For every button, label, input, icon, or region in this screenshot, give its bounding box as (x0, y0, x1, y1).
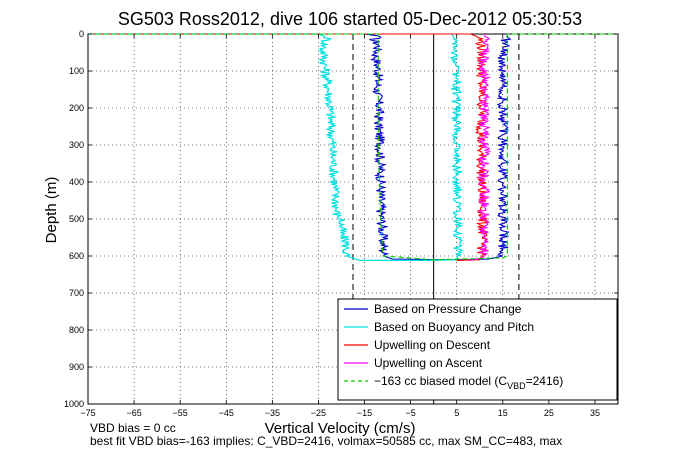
x-axis-label: Vertical Velocity (cm/s) (265, 420, 416, 437)
x-tick-label: −15 (357, 408, 372, 418)
y-tick-label: 0 (79, 29, 84, 39)
y-tick-label: 300 (69, 140, 84, 150)
y-tick-label: 400 (69, 177, 84, 187)
x-tick-label: −45 (219, 408, 234, 418)
y-tick-label: 800 (69, 325, 84, 335)
y-tick-label: 900 (69, 362, 84, 372)
series-line-5 (88, 33, 618, 261)
legend: Based on Pressure Change Based on Buoyanc… (337, 298, 618, 401)
legend-box (337, 298, 618, 401)
series-line-3 (88, 33, 489, 261)
legend-label-1: Based on Pressure Change (374, 302, 522, 316)
x-tick-label: −75 (80, 408, 95, 418)
y-tick-label: 500 (69, 214, 84, 224)
footer-line-2: best fit VBD bias=-163 implies: C_VBD=24… (90, 434, 562, 448)
x-tick-label: 15 (498, 408, 508, 418)
x-tick-label: −35 (265, 408, 280, 418)
legend-label-subscript: VBD (507, 381, 526, 391)
x-tick-label: 5 (454, 408, 459, 418)
x-tick-label: 35 (590, 408, 600, 418)
series-line-4 (470, 33, 492, 261)
y-tick-label: 100 (69, 66, 84, 76)
x-tick-label: −25 (311, 408, 326, 418)
y-tick-label: 600 (69, 251, 84, 261)
legend-label-2: Based on Buoyancy and Pitch (374, 320, 534, 334)
legend-label-3: Upwelling on Descent (374, 338, 491, 352)
x-tick-label: 25 (544, 408, 554, 418)
x-tick-label: −55 (173, 408, 188, 418)
y-axis-label: Depth (m) (43, 177, 60, 244)
y-tick-label: 700 (69, 288, 84, 298)
legend-label-4: Upwelling on Ascent (374, 356, 483, 370)
series-line-2 (88, 33, 464, 261)
y-tick-label: 1000 (64, 399, 84, 409)
legend-label-5: −163 cc biased model (CVBD=2416) (374, 374, 563, 391)
legend-label-suffix: =2416) (526, 374, 564, 388)
x-tick-label: −65 (126, 408, 141, 418)
legend-label-prefix: −163 cc biased model (C (374, 374, 507, 388)
footer-line-1: VBD bias = 0 cc (90, 421, 176, 435)
y-tick-label: 200 (69, 103, 84, 113)
x-tick-label: −5 (405, 408, 415, 418)
data-series (88, 33, 618, 261)
axis-ticks: −75 −65 −55 −45 −35 −25 −15 −5 5 15 25 350100200300… (64, 29, 618, 418)
chart-title: SG503 Ross2012, dive 106 started 05-Dec-… (118, 9, 582, 29)
